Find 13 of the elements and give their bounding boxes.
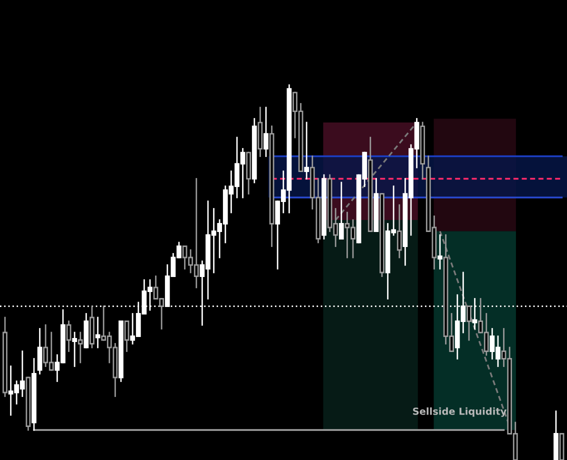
candlestick bbox=[304, 122, 310, 180]
candlestick bbox=[66, 320, 72, 352]
candlestick bbox=[37, 328, 42, 374]
candlestick bbox=[95, 316, 100, 348]
candlestick bbox=[396, 204, 402, 258]
candlestick bbox=[338, 182, 344, 240]
candlestick bbox=[438, 234, 442, 270]
candlestick bbox=[124, 320, 130, 352]
candlestick bbox=[78, 332, 83, 364]
candlestick bbox=[264, 106, 268, 157]
annotation: Sellside Liquidity bbox=[413, 407, 507, 417]
candlestick bbox=[466, 306, 472, 341]
candlestick bbox=[72, 332, 78, 367]
